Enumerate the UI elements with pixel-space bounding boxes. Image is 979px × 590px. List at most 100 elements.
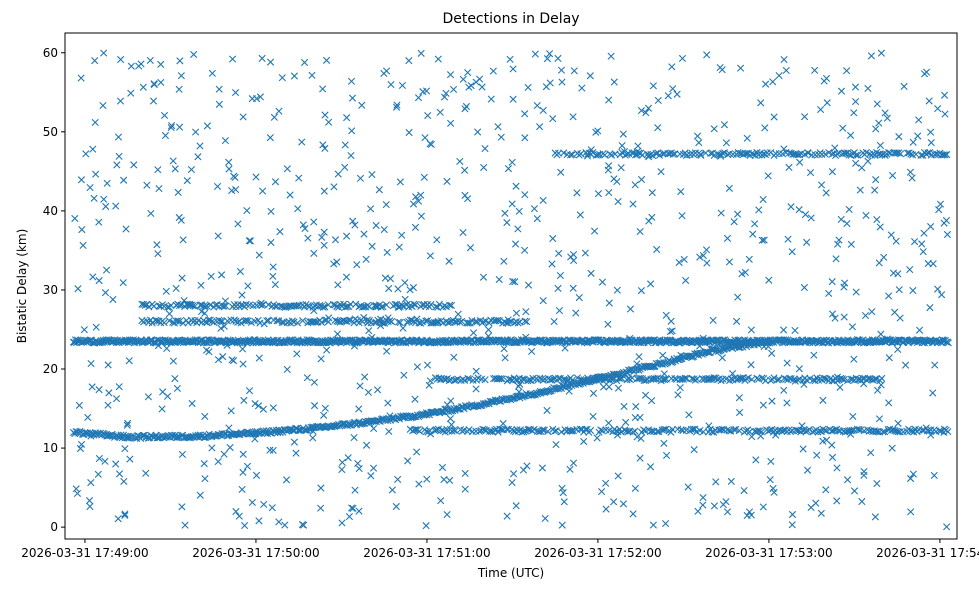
data-point [363, 316, 371, 324]
data-point [299, 317, 307, 325]
data-point [78, 226, 86, 234]
data-point [410, 300, 418, 308]
data-point [310, 218, 318, 226]
data-point [446, 415, 455, 423]
data-point [622, 418, 630, 426]
data-point [657, 168, 665, 176]
data-point [426, 252, 434, 260]
data-point [821, 374, 829, 383]
data-point [576, 211, 584, 219]
data-point [747, 361, 755, 369]
data-point [372, 221, 380, 230]
data-point [696, 253, 704, 261]
data-point [568, 427, 576, 435]
data-point [423, 475, 431, 483]
data-point [178, 274, 186, 282]
data-point [310, 249, 318, 257]
data-point [318, 233, 326, 241]
data-point [858, 164, 866, 172]
data-point [817, 509, 825, 517]
data-point [533, 101, 541, 110]
y-tick-label: 60 [43, 46, 58, 60]
data-point [712, 478, 720, 486]
data-point [101, 289, 110, 297]
data-point [918, 240, 926, 248]
data-point [269, 272, 277, 280]
data-point [501, 209, 509, 217]
data-point [896, 428, 904, 436]
data-point [637, 434, 645, 442]
data-point [762, 80, 770, 88]
data-point [238, 485, 246, 494]
data-point [364, 388, 372, 396]
data-point [864, 157, 872, 165]
data-point [409, 283, 418, 292]
data-point [449, 85, 458, 94]
data-point [915, 326, 924, 334]
data-point [618, 374, 626, 382]
data-point [569, 459, 578, 467]
data-point [554, 54, 562, 62]
data-point [685, 411, 693, 419]
data-point [130, 161, 138, 169]
data-point [239, 360, 247, 368]
data-point [220, 322, 228, 330]
data-point [362, 255, 370, 263]
data-point [943, 230, 952, 239]
data-point [566, 465, 574, 473]
data-point [605, 188, 613, 197]
data-point [852, 151, 860, 159]
data-point [72, 485, 80, 493]
data-point [654, 124, 662, 132]
data-point [379, 302, 387, 311]
data-point [555, 307, 564, 315]
data-point [510, 470, 518, 478]
data-point [355, 464, 363, 473]
data-point [641, 391, 650, 399]
data-point [803, 238, 811, 246]
data-point [282, 476, 291, 484]
data-point [568, 376, 576, 384]
data-point [201, 475, 209, 483]
data-point [508, 394, 516, 403]
data-point [101, 457, 109, 465]
data-point [604, 166, 612, 174]
data-point [807, 214, 815, 222]
data-point [552, 427, 560, 435]
x-axis-label: Time (UTC) [477, 566, 544, 580]
data-point [456, 318, 464, 326]
data-point [238, 291, 246, 299]
data-point [919, 248, 927, 256]
data-point [662, 451, 671, 460]
data-point [573, 189, 581, 197]
data-point [543, 406, 551, 415]
data-point [384, 317, 392, 326]
data-point [181, 521, 189, 529]
data-point [773, 376, 782, 384]
data-point [295, 174, 303, 182]
data-point [833, 497, 841, 505]
data-point [239, 113, 247, 121]
data-point [446, 71, 455, 79]
data-point [87, 479, 95, 487]
data-point [719, 149, 727, 157]
data-point [168, 122, 176, 130]
data-point [342, 232, 351, 240]
data-point [281, 521, 289, 529]
x-axis: 2026-03-31 17:49:00 2026-03-31 17:50:00 20… [21, 539, 979, 560]
data-point [743, 149, 751, 158]
data-point [511, 240, 520, 248]
data-point [112, 460, 120, 468]
data-point [396, 178, 404, 186]
data-point [266, 446, 274, 454]
data-point [661, 149, 669, 158]
data-point [92, 323, 100, 331]
data-point [120, 477, 128, 486]
data-point [154, 250, 162, 258]
data-point [370, 424, 378, 433]
data-point [536, 123, 544, 131]
data-point [849, 412, 857, 421]
data-point [412, 426, 420, 434]
data-point [769, 78, 777, 86]
data-point [892, 237, 900, 245]
